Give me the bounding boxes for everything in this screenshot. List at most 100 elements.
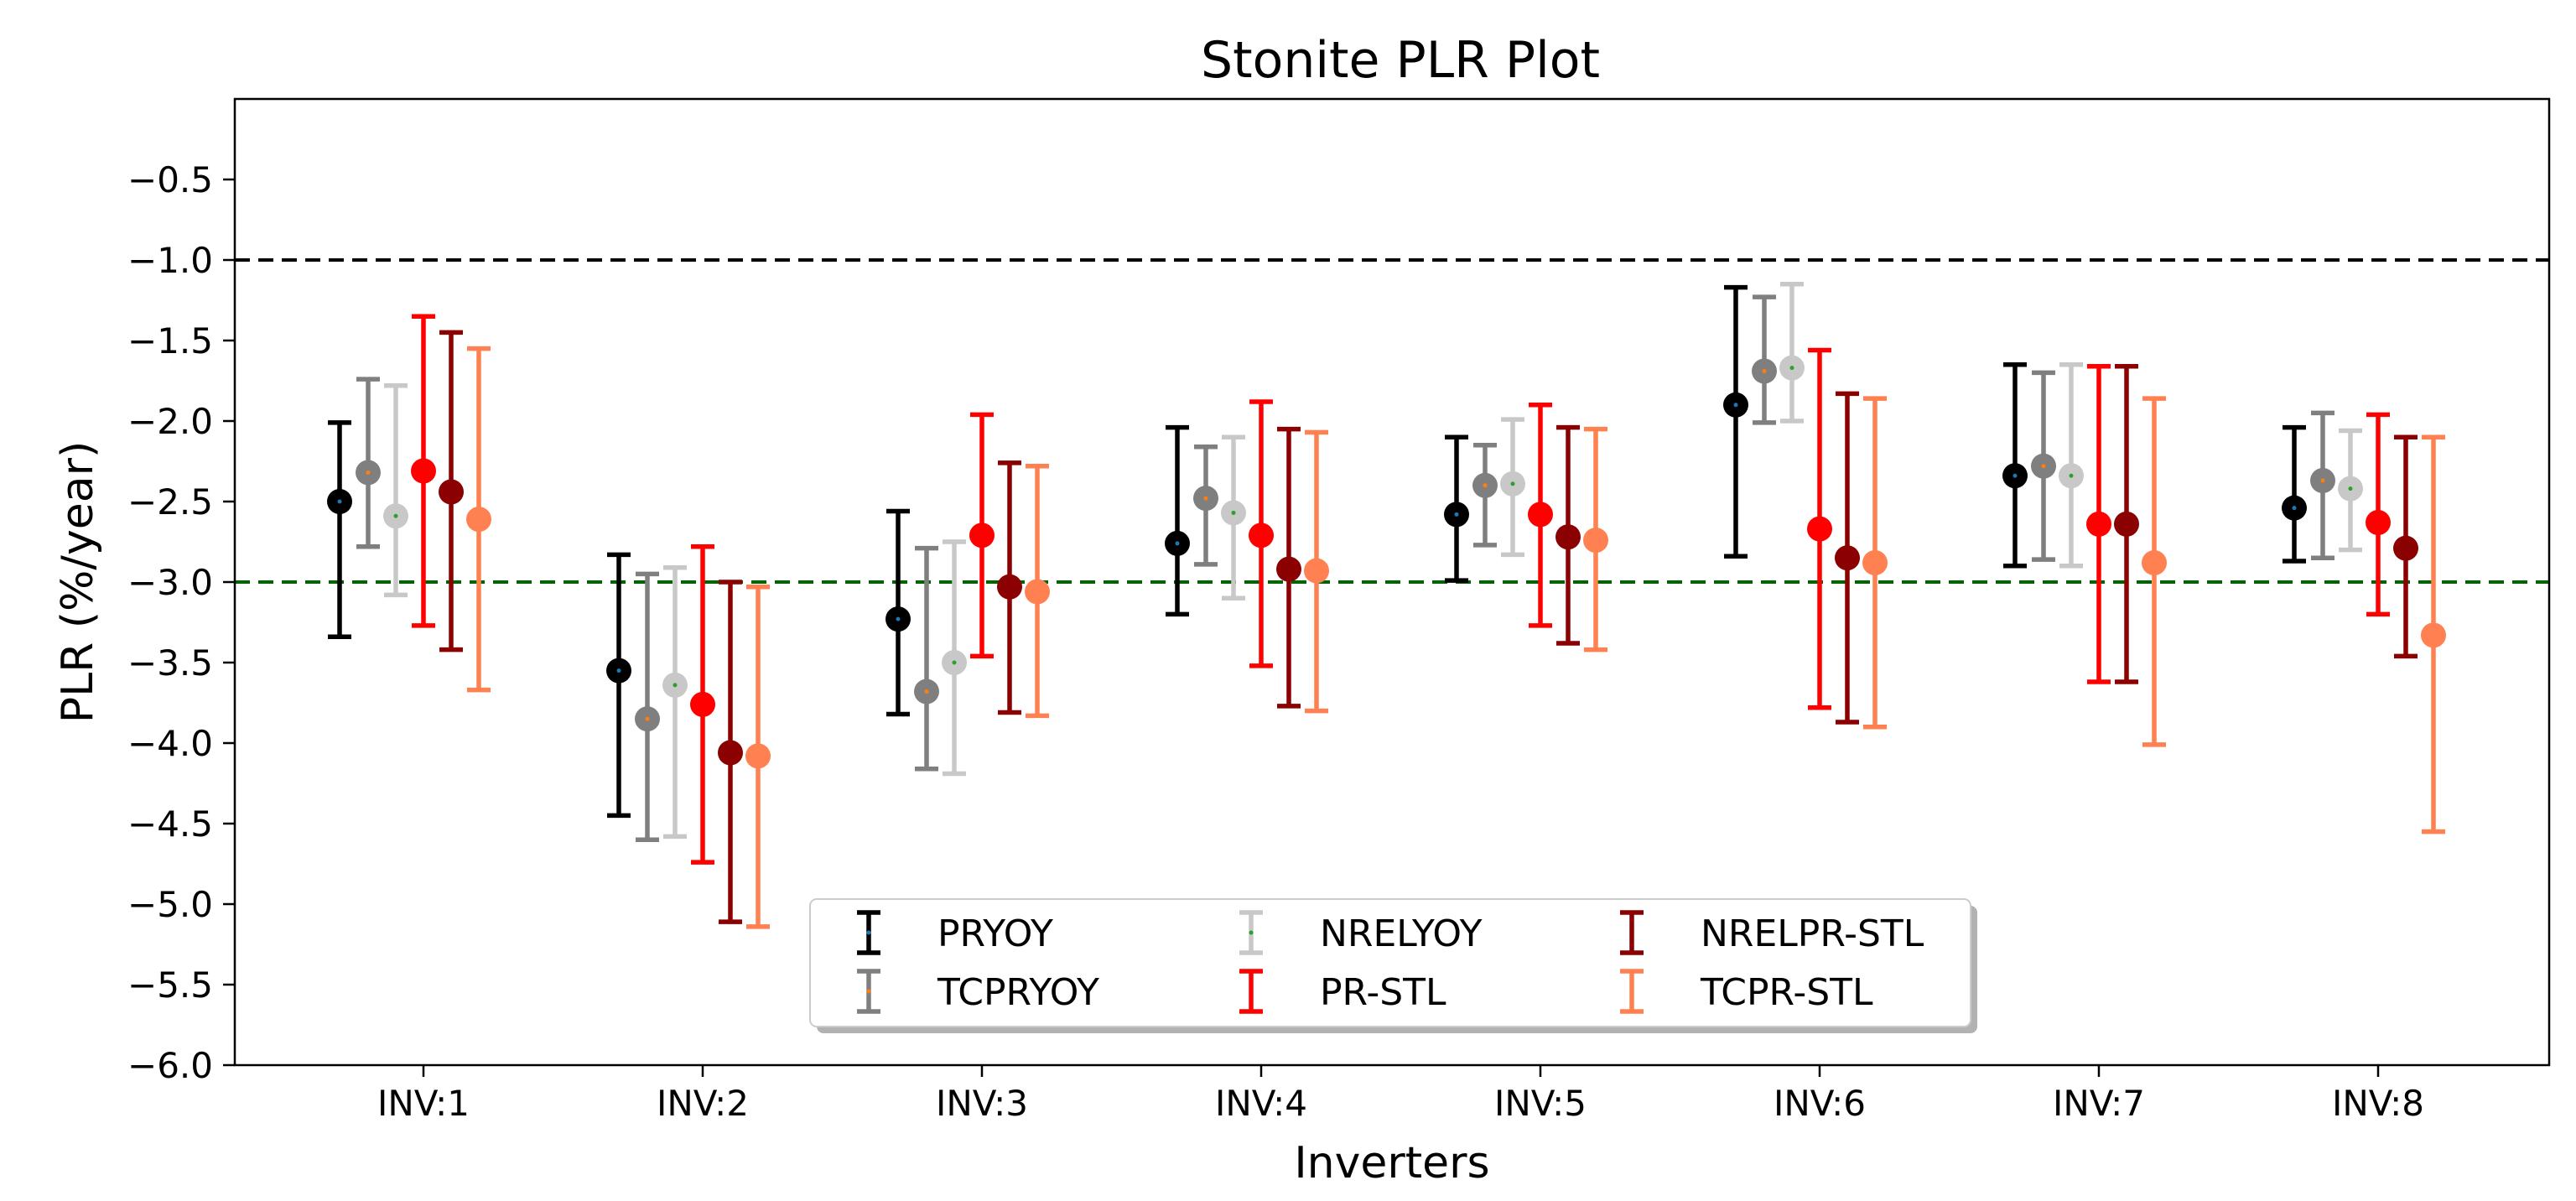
y-tick-label: −5.0 [127,884,213,925]
error-bar [328,420,351,640]
series-tcpr-stl [466,346,2446,929]
data-point-center [2431,632,2436,637]
x-tick-label: INV:1 [377,1083,470,1124]
data-point-center [979,533,984,538]
legend-handle-center [866,930,871,935]
y-axis-title: PLR (%/year) [53,441,103,724]
data-point-center [1175,541,1180,546]
data-point-center [1454,512,1459,517]
data-point-center [924,689,929,694]
y-tick-label: −1.5 [127,320,213,361]
y-tick-label: −3.0 [127,562,213,603]
data-point-center [449,489,454,494]
legend-entry: TCPRYOY [857,969,1099,1014]
legend-handle-center [1629,989,1634,994]
legend: PRYOY TCPRYOY NRELYOY PR-STL NRELPR-STL TCPR-… [809,898,1977,1033]
data-point-center [2320,478,2325,483]
legend-entry: NRELYOY [1239,910,1483,955]
legend-box [809,898,1971,1027]
data-point-center [700,702,705,707]
data-point-center [2152,560,2157,565]
error-bar [607,552,631,819]
data-point-center [2403,546,2408,551]
y-tick-label: −5.5 [127,964,213,1006]
data-point-center [366,470,371,475]
x-axis-title: Inverters [1294,1138,1489,1188]
data-point-center [1538,512,1543,517]
legend-label: TCPR-STL [1700,971,1873,1014]
data-point-center [1259,533,1264,538]
data-point-center [2124,522,2129,527]
error-bar [1166,424,1189,617]
legend-label: TCPRYOY [937,971,1099,1014]
legend-handle-center [1249,989,1254,994]
data-point-center [1286,567,1291,572]
legend-entry: NRELPR-STL [1620,910,1924,955]
legend-label: PR-STL [1320,971,1446,1014]
data-point-center [337,499,342,504]
data-point-center [1817,527,1822,532]
data-point-center [2012,473,2018,478]
data-point-center [2041,464,2046,469]
data-point-center [2348,486,2353,491]
data-point-center [1733,403,1738,408]
series-layer [327,282,2446,929]
x-tick-label: INV:8 [2332,1083,2424,1124]
data-point-center [616,668,621,673]
x-tick-label: INV:6 [1774,1083,1866,1124]
series-nrelyoy [383,282,2363,840]
y-tick-label: −4.0 [127,723,213,764]
data-point-center [393,513,398,518]
legend-label: NRELYOY [1320,912,1483,955]
data-point-center [2096,522,2101,527]
error-bar [663,564,687,840]
y-tick-label: −0.5 [127,159,213,200]
data-point-center [2376,520,2381,525]
series-nrelpr-stl [439,330,2418,924]
data-point-center [645,716,650,721]
x-tick-label: INV:7 [2053,1083,2145,1124]
chart-title: Stonite PLR Plot [1201,31,1600,90]
y-tick-label: −2.0 [127,401,213,442]
data-point-center [1483,483,1488,488]
data-point-center [896,616,901,621]
y-tick-label: −3.5 [127,642,213,684]
y-tick-label: −1.0 [127,240,213,281]
data-point-center [1314,569,1319,574]
data-point-center [1872,560,1877,565]
legend-label: NRELPR-STL [1701,912,1924,955]
legend-label: PRYOY [937,912,1053,955]
error-bar [915,545,938,772]
x-axis: INV:1 INV:2 INV:3 INV:4 INV:5 INV:6 INV:7 INV:8 [377,1065,2424,1124]
x-tick-label: INV:5 [1494,1083,1587,1124]
data-point-center [1203,496,1208,501]
data-point-center [1035,590,1040,595]
data-point-center [728,751,733,756]
legend-entry: TCPR-STL [1620,969,1873,1014]
y-tick-label: −6.0 [127,1045,213,1086]
data-point-center [756,753,761,758]
data-point-center [1510,481,1515,486]
data-point-center [1007,585,1012,590]
data-point-center [2069,473,2074,478]
y-axis: −6.0 −5.5 −5.0 −4.5 −4.0 −3.5 −3.0 −2.5 −2.0 −1.5… [127,159,235,1086]
error-bar [1780,282,1804,424]
series-pryoy [327,284,2307,819]
error-bar [2283,424,2306,564]
error-bar [1724,284,1748,559]
legend-entry: PRYOY [857,910,1053,955]
series-tcpryoy [356,294,2335,842]
data-point-center [1593,538,1598,543]
data-point-center [1566,534,1571,539]
plot-frame [233,97,2551,1067]
data-point-center [1789,366,1794,371]
x-tick-label: INV:2 [657,1083,749,1124]
legend-handle-center [866,989,871,994]
y-tick-label: −4.5 [127,803,213,845]
x-tick-label: INV:3 [936,1083,1028,1124]
legend-handle-center [1249,930,1254,935]
data-point-center [673,683,678,688]
data-point-center [1231,510,1236,515]
x-tick-label: INV:4 [1215,1083,1307,1124]
